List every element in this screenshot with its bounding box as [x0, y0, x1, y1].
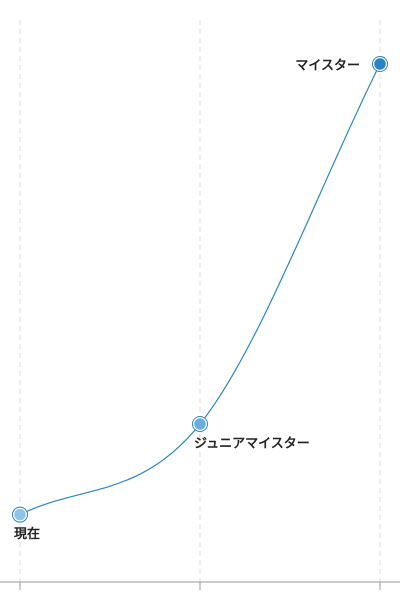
point-label: ジュニアマイスター [194, 437, 310, 452]
point-ring [192, 416, 208, 433]
point-ring [372, 56, 388, 72]
point-label: マイスター [295, 59, 360, 74]
point [192, 416, 208, 432]
point-label: 現在 [14, 526, 40, 542]
line [19, 63, 381, 516]
point [12, 507, 28, 522]
point [372, 56, 388, 72]
point-ring [12, 506, 28, 523]
